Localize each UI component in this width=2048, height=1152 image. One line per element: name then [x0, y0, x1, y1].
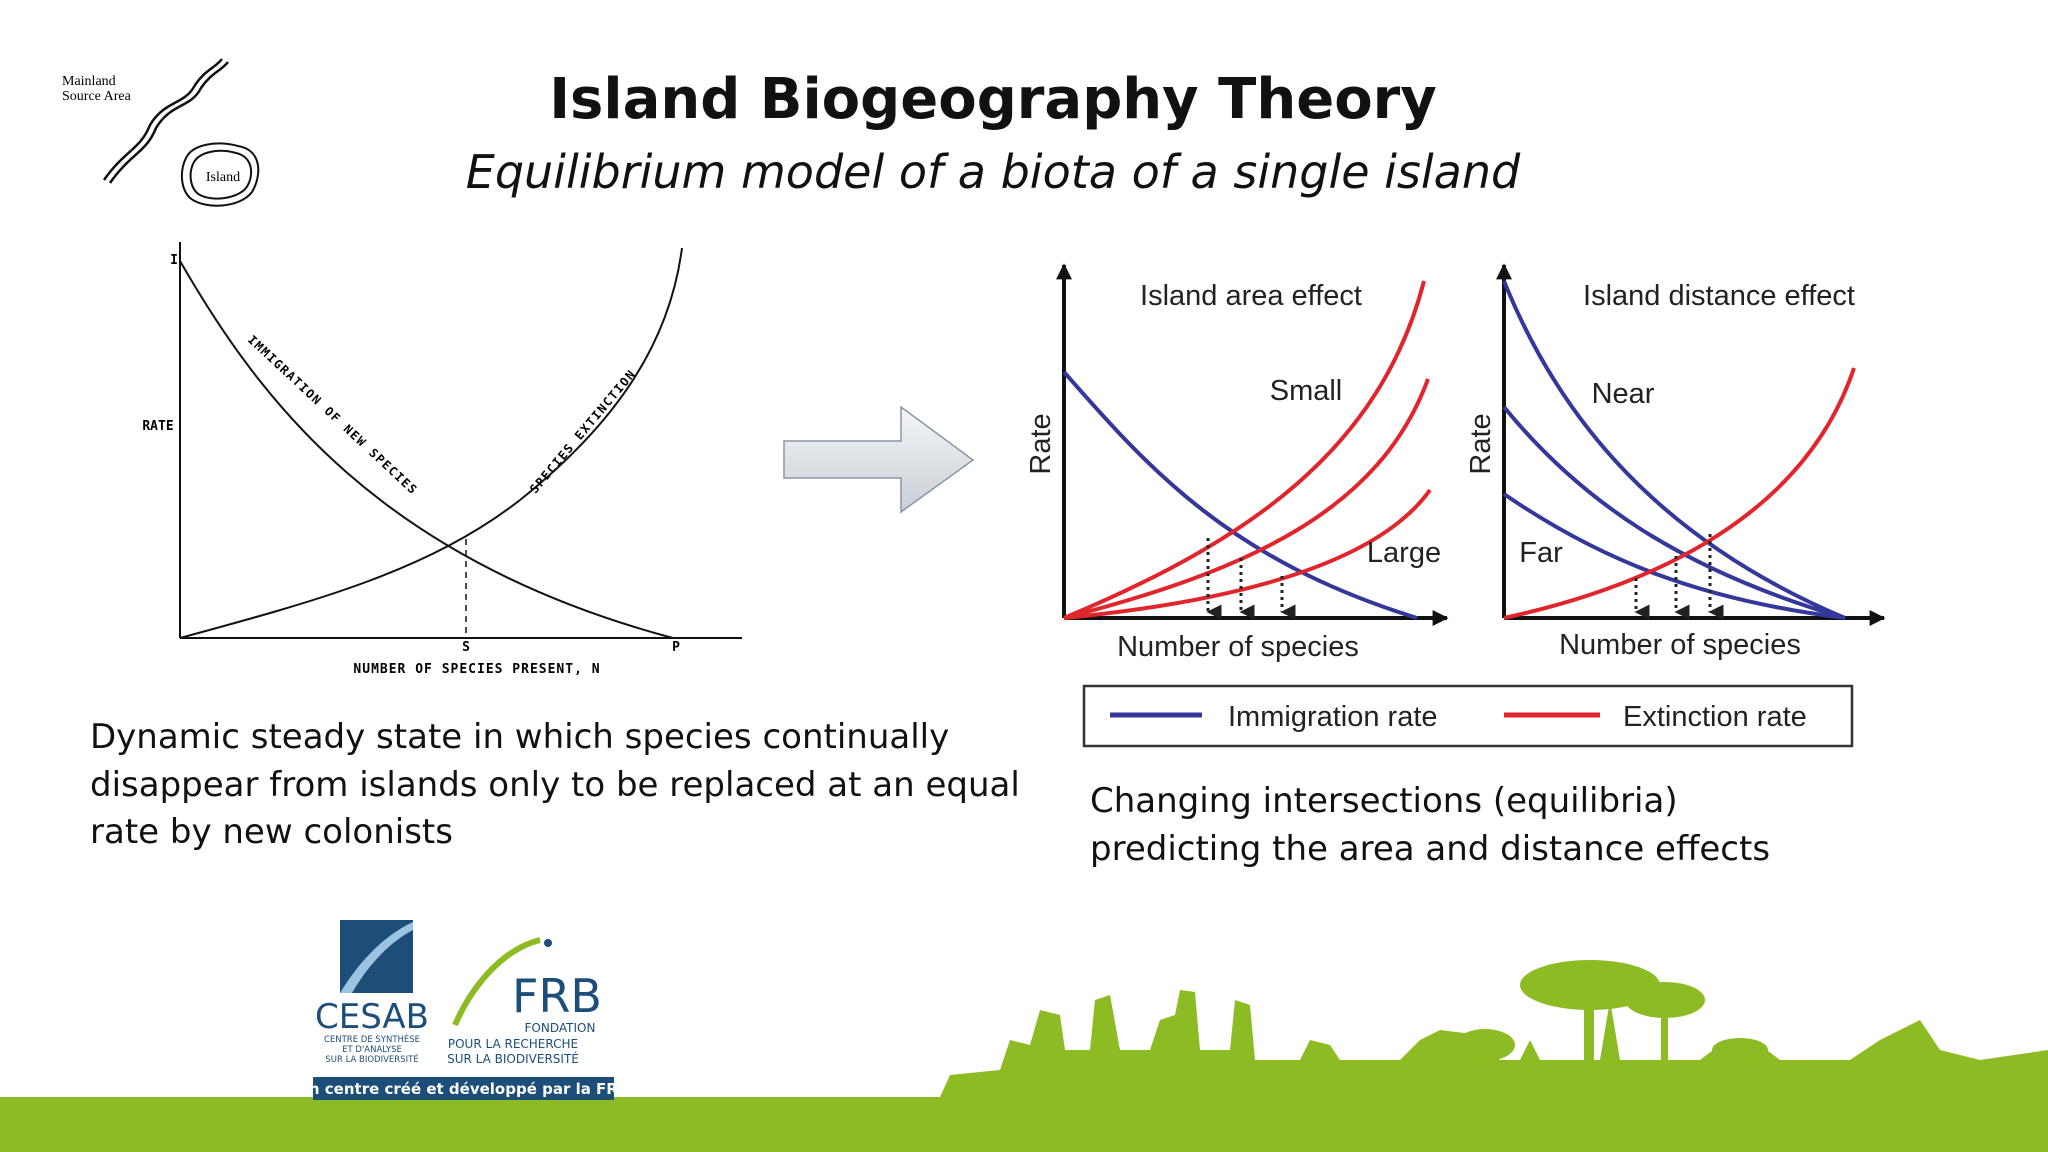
distance-panel: Island distance effect Rate Number of sp… — [1465, 263, 1886, 661]
area-panel: Island area effect Rate Number of specie… — [1025, 263, 1449, 663]
x-axis-label: NUMBER OF SPECIES PRESENT, N — [353, 662, 600, 677]
y-top-label: I — [170, 253, 178, 268]
logo-banner — [313, 1077, 614, 1100]
logo-subtext: POUR LA RECHERCHE — [448, 1037, 578, 1051]
logo-text: CESAB — [315, 997, 429, 1037]
logo-subtext: CENTRE DE SYNTHÈSE — [324, 1033, 420, 1045]
body-text: rate by new colonists — [90, 812, 453, 852]
y-axis-label: Rate — [1465, 413, 1497, 474]
panel-title: Island distance effect — [1583, 280, 1855, 312]
legend-label: Extinction rate — [1623, 701, 1807, 733]
x-axis-label: Number of species — [1117, 631, 1359, 663]
immigration-label: IMMIGRATION OF NEW SPECIES — [245, 333, 420, 498]
x-p-label: P — [672, 640, 680, 655]
body-text: disappear from islands only to be replac… — [90, 765, 1020, 805]
y-axis-label: Rate — [1025, 413, 1057, 474]
frb-logo: FRB FONDATION POUR LA RECHERCHE SUR LA B… — [447, 937, 602, 1066]
curve-label: Far — [1519, 537, 1563, 569]
curve-label: Near — [1592, 378, 1655, 410]
mainland-label: Mainland — [62, 74, 116, 89]
cesab-logo: CESAB CENTRE DE SYNTHÈSE ET D'ANALYSE SU… — [315, 920, 429, 1065]
legend-label: Immigration rate — [1228, 701, 1438, 733]
body-text: predicting the area and distance effects — [1090, 829, 1770, 869]
subtitle: Equilibrium model of a biota of a single… — [466, 145, 1521, 199]
panel-title: Island area effect — [1140, 280, 1362, 312]
logo-subtext: SUR LA BIODIVERSITÉ — [325, 1053, 418, 1065]
mainland-label: Source Area — [62, 89, 132, 104]
legend: Immigration rate Extinction rate — [1082, 684, 1854, 748]
macarthur-diagram: I RATE S P NUMBER OF SPECIES PRESENT, N … — [142, 242, 742, 677]
logo-text: FRB — [512, 969, 602, 1023]
arrow — [783, 405, 975, 514]
title: Island Biogeography Theory — [549, 67, 1437, 132]
logo-banner-text: Un centre créé et développé par la FRB — [297, 1080, 630, 1098]
extinction-label: SPECIES EXTINCTION — [527, 367, 639, 496]
x-axis-label: Number of species — [1559, 629, 1801, 661]
landscape — [0, 960, 2048, 1152]
logo-subtext: SUR LA BIODIVERSITÉ — [447, 1051, 579, 1066]
body-text: Dynamic steady state in which species co… — [90, 717, 949, 757]
curve-label: Small — [1270, 375, 1343, 407]
body-text: Changing intersections (equilibria) — [1090, 781, 1678, 821]
x-s-label: S — [462, 640, 470, 655]
inset-map: Mainland Source Area Island — [62, 58, 260, 207]
logo-subtext: FONDATION — [525, 1021, 596, 1035]
y-axis-label: RATE — [142, 419, 173, 434]
logo-subtext: ET D'ANALYSE — [342, 1045, 402, 1055]
island-label: Island — [206, 170, 240, 185]
curve-label: Large — [1367, 537, 1441, 569]
